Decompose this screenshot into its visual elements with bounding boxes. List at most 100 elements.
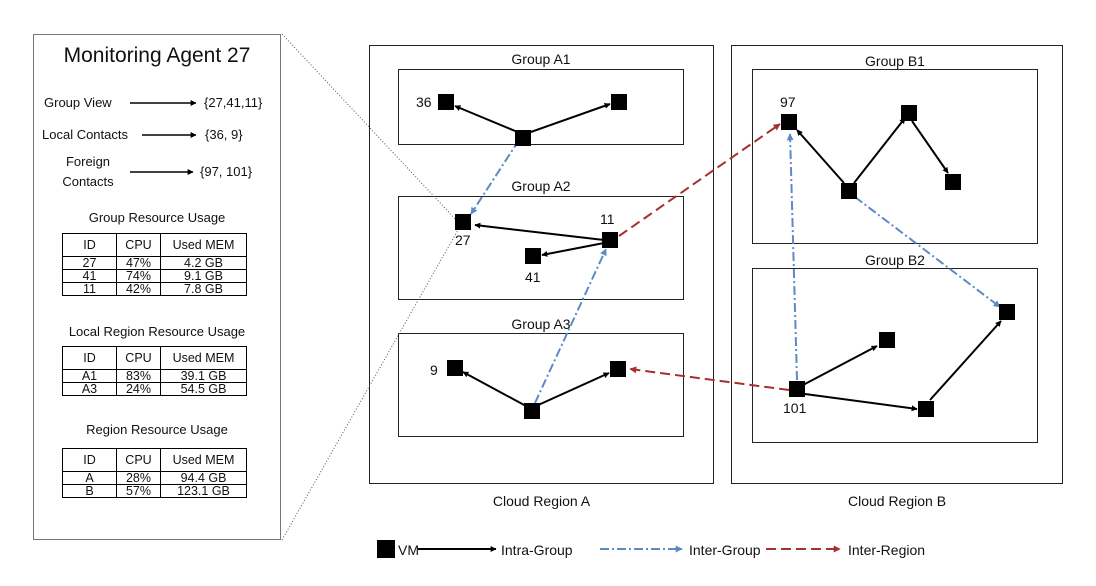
zoom-line-bottom xyxy=(281,229,459,541)
vm-node-a3-right xyxy=(610,361,626,377)
group-b1-label: Group B1 xyxy=(865,53,925,69)
vm-node-b2-top xyxy=(879,332,895,348)
vm-node-41 xyxy=(525,248,541,264)
agent-title: Monitoring Agent 27 xyxy=(63,44,251,67)
group-a2-box xyxy=(398,196,684,300)
vm-label-101: 101 xyxy=(783,400,807,416)
vm-node-b1-right xyxy=(945,174,961,190)
table-row: 11 42% 7.8 GB xyxy=(62,282,247,296)
vm-label-36: 36 xyxy=(416,94,432,110)
inter-region-arrow-101-to-a3 xyxy=(629,366,790,391)
group-b2-label: Group B2 xyxy=(865,252,925,268)
vm-node-b1-top xyxy=(901,105,917,121)
group-a3-label: Group A3 xyxy=(511,316,571,332)
table-cell: 24% xyxy=(116,382,161,396)
table-cell: 7.8 GB xyxy=(160,282,247,296)
table-cell: 123.1 GB xyxy=(160,484,247,498)
vm-node-b2-right xyxy=(999,304,1015,320)
group-view-label: Group View xyxy=(44,95,112,110)
intra-arrow-a3-right xyxy=(535,372,610,407)
intra-arrow-a1-left xyxy=(454,105,521,134)
intra-arrow-a1-right xyxy=(527,102,611,134)
table-header-cell: ID xyxy=(62,233,117,257)
table-row: 27 47% 4.2 GB xyxy=(62,256,247,270)
intra-arrow-b2-up xyxy=(929,320,1002,401)
table-header-cell: Used MEM xyxy=(160,346,247,370)
table-cell: A3 xyxy=(62,382,117,396)
table-header-cell: Used MEM xyxy=(160,233,247,257)
legend-inter-region-label: Inter-Region xyxy=(848,542,926,558)
local-contacts-label: Local Contacts xyxy=(42,127,128,142)
table-cell: 54.5 GB xyxy=(160,382,247,396)
vm-node-27 xyxy=(455,214,471,230)
intra-arrow-11-to-27 xyxy=(474,222,605,241)
legend-intra-label: Intra-Group xyxy=(501,542,573,558)
table-row: A3 24% 54.5 GB xyxy=(62,382,247,396)
group-a2-label: Group A2 xyxy=(511,178,571,194)
intra-arrow-a3-left xyxy=(462,371,527,407)
local-contacts-value: {36, 9} xyxy=(205,127,243,142)
group-view-value: {27,41,11} xyxy=(204,95,263,110)
cloud-region-b xyxy=(731,45,1063,484)
inter-group-arrow-a1-to-27 xyxy=(470,139,520,215)
vm-label-97: 97 xyxy=(780,94,796,110)
table-cell: 42% xyxy=(116,282,161,296)
vm-node-a3-center xyxy=(524,403,540,419)
table-header-cell: ID xyxy=(62,346,117,370)
vm-node-9 xyxy=(447,360,463,376)
inter-group-arrow-b1-to-b2 xyxy=(854,196,1001,308)
intra-arrow-b1-up xyxy=(853,117,906,184)
inter-group-arrow-a3-to-11 xyxy=(534,248,607,404)
group-a1-label: Group A1 xyxy=(511,51,571,67)
region-resource-usage-title: Region Resource Usage xyxy=(86,422,228,437)
vm-node-36 xyxy=(438,94,454,110)
region-resource-usage-table: ID CPU Used MEM A 28% 94.4 GB B 57% 123.… xyxy=(62,448,247,498)
table-cell: 47% xyxy=(116,256,161,270)
foreign-contacts-value: {97, 101} xyxy=(200,164,253,179)
zoom-line-top xyxy=(281,33,459,223)
foreign-contacts-label-line1: Foreign xyxy=(65,154,111,169)
table-cell: A1 xyxy=(62,369,117,383)
cloud-region-a xyxy=(369,45,714,484)
group-a3-box xyxy=(398,333,684,437)
group-resource-usage-table: ID CPU Used MEM 27 47% 4.2 GB 41 74% 9.1… xyxy=(62,233,247,296)
table-row: B 57% 123.1 GB xyxy=(62,484,247,498)
vm-label-27: 27 xyxy=(455,232,471,248)
vm-node-101 xyxy=(789,381,805,397)
vm-label-41: 41 xyxy=(525,269,541,285)
intra-arrow-11-to-41 xyxy=(541,242,605,257)
local-region-resource-usage-title: Local Region Resource Usage xyxy=(68,324,246,339)
vm-node-b1-center xyxy=(841,183,857,199)
cloud-region-a-label: Cloud Region A xyxy=(492,493,591,509)
vm-node-a1-center xyxy=(515,130,531,146)
group-b1-box xyxy=(752,69,1038,244)
table-header-row: ID CPU Used MEM xyxy=(62,346,247,370)
intra-arrow-101-up xyxy=(802,345,878,386)
local-region-resource-usage-table: ID CPU Used MEM A1 83% 39.1 GB A3 24% 54… xyxy=(62,346,247,396)
vm-node-b2-bottom xyxy=(918,401,934,417)
group-a1-box xyxy=(398,69,684,145)
legend-vm-icon xyxy=(377,540,395,558)
table-cell: 11 xyxy=(62,282,117,296)
intra-arrow-101-right xyxy=(804,393,918,412)
vm-node-11 xyxy=(602,232,618,248)
foreign-contacts-label-line2: Contacts xyxy=(62,174,114,189)
table-row: 41 74% 9.1 GB xyxy=(62,269,247,283)
intra-arrow-b1-to-97 xyxy=(796,129,845,184)
vm-label-9: 9 xyxy=(430,362,438,378)
table-header-cell: CPU xyxy=(116,346,161,370)
table-cell: 27 xyxy=(62,256,117,270)
inter-group-arrow-101-to-97 xyxy=(786,133,798,381)
inter-region-arrow-11-to-97 xyxy=(618,123,781,237)
cloud-region-b-label: Cloud Region B xyxy=(847,493,947,509)
table-cell: B xyxy=(62,484,117,498)
group-b2-box xyxy=(752,268,1038,443)
vm-label-11: 11 xyxy=(600,211,615,227)
group-resource-usage-title: Group Resource Usage xyxy=(88,210,226,225)
vm-node-a1-right xyxy=(611,94,627,110)
legend-vm-label: VM xyxy=(398,542,419,558)
table-cell: 57% xyxy=(116,484,161,498)
table-header-row: ID CPU Used MEM xyxy=(62,233,247,257)
vm-node-97 xyxy=(781,114,797,130)
